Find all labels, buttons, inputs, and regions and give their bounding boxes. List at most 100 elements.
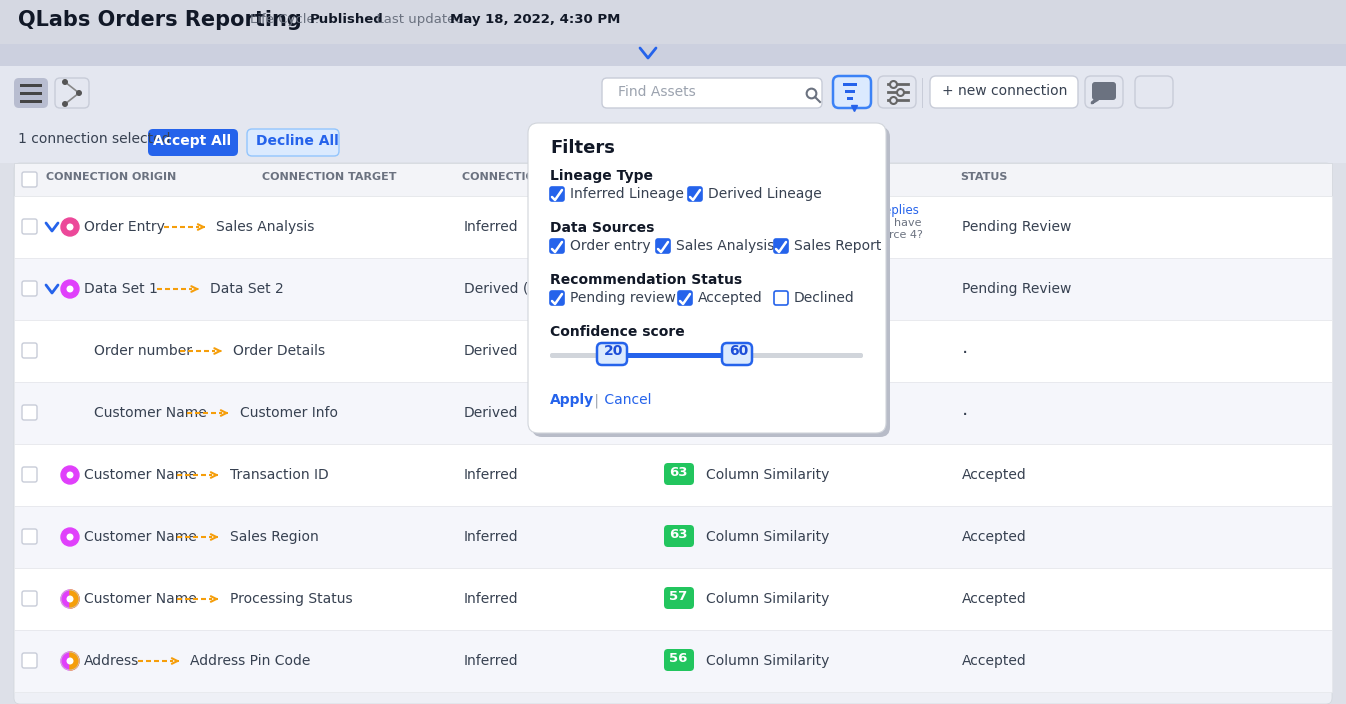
FancyBboxPatch shape [656,239,670,253]
FancyBboxPatch shape [22,219,36,234]
FancyBboxPatch shape [664,649,695,671]
Bar [0,123,1346,163]
FancyBboxPatch shape [551,239,564,253]
Text: Accepted: Accepted [962,592,1027,606]
FancyBboxPatch shape [833,76,871,108]
FancyBboxPatch shape [1135,76,1172,108]
FancyBboxPatch shape [1085,76,1123,108]
FancyBboxPatch shape [22,529,36,544]
FancyBboxPatch shape [22,591,36,606]
Text: 20: 20 [604,344,623,358]
Polygon shape [70,652,79,670]
Text: ·: · [962,406,968,425]
Text: Published: Published [310,13,384,26]
Bar [843,83,857,85]
Circle shape [61,280,79,298]
FancyBboxPatch shape [664,463,695,485]
Text: Sales Region: Sales Region [230,530,318,544]
Text: Source 4?: Source 4? [868,230,923,240]
FancyBboxPatch shape [528,123,886,433]
Text: Customer Info: Customer Info [240,406,338,420]
FancyBboxPatch shape [774,291,787,305]
Bar [20,84,42,87]
Circle shape [66,286,74,292]
FancyBboxPatch shape [551,291,564,305]
FancyBboxPatch shape [248,129,339,156]
Text: Pending Review: Pending Review [962,220,1071,234]
Text: Accepted: Accepted [962,530,1027,544]
Text: CONNECTION TYPE: CONNECTION TYPE [462,172,580,182]
Text: Processing Status: Processing Status [230,592,353,606]
Circle shape [62,101,69,107]
Circle shape [66,596,74,603]
Text: Derived: Derived [464,406,518,420]
Text: 56: 56 [669,652,688,665]
Text: Accept All: Accept All [153,134,232,148]
Text: Address Pin Code: Address Pin Code [191,654,311,668]
FancyBboxPatch shape [774,239,787,253]
Text: 57: 57 [669,590,688,603]
Text: Inferred: Inferred [464,468,518,482]
Text: CONNECTION TARGET: CONNECTION TARGET [262,172,397,182]
Bar [20,100,42,103]
FancyBboxPatch shape [551,353,863,358]
Text: Column Similarity: Column Similarity [707,654,829,668]
Text: Inferred: Inferred [464,530,518,544]
Text: Order entry: Order entry [569,239,650,253]
Text: Sales Analysis: Sales Analysis [217,220,315,234]
Text: Column Similarity: Column Similarity [707,592,829,606]
FancyBboxPatch shape [721,343,752,365]
Text: Confidence score: Confidence score [551,325,685,339]
Bar [13,258,1333,320]
FancyBboxPatch shape [22,281,36,296]
FancyBboxPatch shape [13,163,1333,704]
Text: Inferred: Inferred [464,654,518,668]
Bar [0,66,1346,123]
Text: Order number: Order number [94,344,192,358]
Text: Cancel: Cancel [600,393,651,407]
Text: Filters: Filters [551,139,615,157]
Text: Pending Review: Pending Review [962,282,1071,296]
Circle shape [66,223,74,230]
Text: Order Details: Order Details [233,344,326,358]
Text: Sales Analysis: Sales Analysis [676,239,774,253]
FancyBboxPatch shape [55,78,89,108]
Text: STATUS: STATUS [960,172,1007,182]
Text: Recommendation Status: Recommendation Status [551,273,742,287]
Text: 63: 63 [669,466,688,479]
Bar [0,44,1346,66]
Text: Inferred Lineage: Inferred Lineage [569,187,684,201]
Text: May 18, 2022, 4:30 PM: May 18, 2022, 4:30 PM [450,13,621,26]
FancyBboxPatch shape [678,291,692,305]
Bar [13,196,1333,258]
Polygon shape [70,590,79,608]
Text: Last updated:: Last updated: [367,13,472,26]
Bar [847,97,853,99]
Text: Column Similarity: Column Similarity [707,530,829,544]
Text: CONNECTION ORIGIN: CONNECTION ORIGIN [46,172,176,182]
Text: Lineage Type: Lineage Type [551,169,653,183]
Text: Accepted: Accepted [962,654,1027,668]
Text: 63: 63 [669,528,688,541]
Text: Inferred: Inferred [464,592,518,606]
FancyBboxPatch shape [13,78,48,108]
Circle shape [66,658,74,665]
Text: Declined: Declined [794,291,855,305]
Text: Customer Name: Customer Name [94,406,207,420]
FancyBboxPatch shape [551,187,564,201]
Bar [0,0,1346,44]
Text: Derived: Derived [464,344,518,358]
Circle shape [66,534,74,541]
Text: |: | [590,393,599,408]
Text: Data Set 2: Data Set 2 [210,282,284,296]
Circle shape [61,652,79,670]
Text: Decline All: Decline All [256,134,339,148]
Text: ·: · [962,344,968,363]
Circle shape [61,466,79,484]
FancyBboxPatch shape [612,353,738,358]
Text: Inferred: Inferred [464,220,518,234]
Text: Accepted: Accepted [699,291,763,305]
Bar [13,382,1333,444]
Bar [13,444,1333,506]
FancyBboxPatch shape [878,76,917,108]
